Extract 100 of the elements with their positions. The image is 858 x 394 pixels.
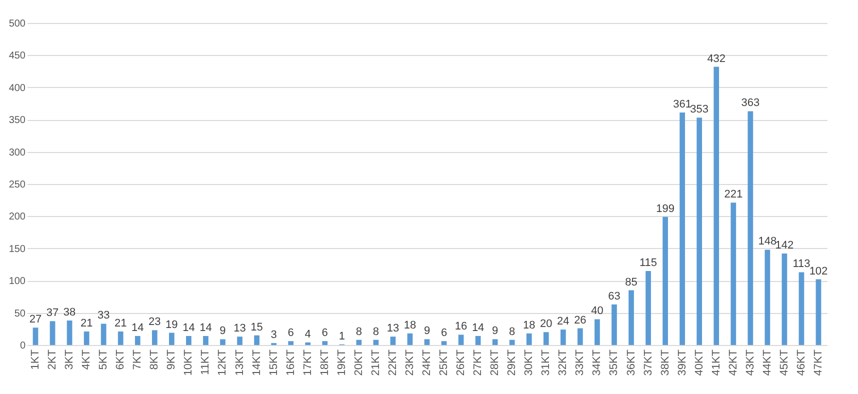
data-label: 353 (690, 104, 709, 116)
bar (696, 118, 702, 345)
x-tick-label: 18KT (318, 349, 331, 376)
data-label: 24 (557, 316, 570, 328)
bar (356, 340, 362, 345)
bar (578, 328, 583, 345)
x-tick-label: 9KT (166, 349, 178, 370)
x-tick-label: 24KT (421, 349, 433, 376)
x-tick-label: 15KT (268, 349, 280, 376)
data-label: 9 (492, 325, 498, 338)
x-tick-label: 22KT (386, 349, 399, 376)
bar (424, 339, 430, 345)
x-tick-label: 33KT (574, 349, 586, 376)
x-tick-label: 11KT (200, 349, 212, 375)
bar (50, 321, 56, 345)
x-tick-label: 6KT (114, 349, 127, 370)
x-tick-label: 42KT (727, 349, 740, 376)
y-tick-label: 500 (8, 18, 26, 30)
bar (134, 336, 140, 345)
y-tick-label: 0 (20, 340, 26, 352)
bar (798, 272, 804, 345)
data-label: 361 (673, 98, 692, 111)
y-tick-label: 400 (8, 82, 26, 94)
x-tick-label: 12KT (216, 349, 229, 376)
data-label: 18 (404, 319, 416, 332)
x-tick-label: 2KT (46, 349, 59, 370)
data-label: 13 (234, 322, 246, 335)
x-tick-label: 3KT (64, 349, 76, 370)
bar (100, 324, 106, 345)
data-label: 27 (29, 314, 42, 326)
data-label: 115 (640, 256, 658, 269)
data-label: 14 (200, 322, 212, 334)
x-tick-label: 41KT (710, 349, 722, 376)
data-label: 102 (809, 265, 828, 278)
bar (152, 330, 158, 345)
bar (169, 332, 174, 345)
data-label: 432 (707, 52, 726, 65)
bar (560, 330, 566, 345)
bar (782, 254, 788, 345)
bar (305, 342, 311, 345)
bar (748, 111, 754, 345)
data-label: 26 (574, 314, 586, 326)
y-tick-label: 50 (14, 308, 26, 320)
bar (118, 331, 124, 345)
x-tick-label: 19KT (336, 349, 348, 376)
bar (680, 112, 685, 345)
x-tick-label: 38KT (659, 349, 672, 376)
bar (475, 336, 481, 345)
bar (441, 341, 447, 345)
x-tick-label: 29KT (506, 349, 518, 376)
data-label: 20 (540, 318, 552, 330)
x-tick-label: 46KT (795, 349, 808, 376)
data-label: 113 (792, 258, 810, 270)
x-tick-label: 35KT (608, 349, 620, 376)
x-tick-label: 45KT (778, 349, 790, 376)
data-label: 148 (758, 236, 777, 248)
x-tick-label: 16KT (284, 349, 297, 376)
data-label: 9 (220, 325, 226, 338)
data-label: 221 (724, 188, 743, 201)
x-tick-label: 40KT (693, 349, 706, 376)
x-tick-label: 25KT (438, 349, 450, 376)
x-tick-label: 4KT (80, 349, 93, 370)
x-tick-label: 32KT (557, 349, 570, 376)
x-tick-label: 1KT (30, 349, 42, 370)
data-label: 23 (148, 316, 161, 328)
x-tick-label: 28KT (489, 349, 502, 376)
bar (662, 216, 668, 345)
bar (764, 250, 770, 345)
bar (816, 279, 822, 345)
x-tick-label: 5KT (98, 349, 110, 370)
data-label: 14 (472, 322, 484, 334)
x-tick-label: 17KT (302, 349, 314, 376)
bar (84, 331, 90, 345)
bar (32, 328, 38, 345)
x-tick-label: 13KT (234, 349, 246, 376)
bar (407, 333, 413, 345)
bar (594, 319, 600, 345)
data-label: 14 (132, 322, 144, 334)
y-tick-label: 250 (8, 180, 26, 190)
bar (458, 334, 464, 345)
x-tick-label: 47KT (812, 349, 824, 376)
data-label: 33 (97, 310, 110, 322)
data-label: 199 (656, 202, 674, 215)
bar (646, 270, 651, 345)
x-tick-label: 37KT (642, 349, 654, 376)
x-tick-label: 21KT (370, 349, 382, 376)
data-label: 8 (372, 326, 379, 338)
data-label: 6 (440, 327, 448, 340)
x-tick-label: 14KT (250, 349, 263, 376)
bar (322, 341, 328, 345)
bar (390, 336, 396, 345)
data-label: 3 (270, 329, 277, 342)
bar (543, 332, 549, 345)
x-tick-label: 23KT (404, 349, 416, 376)
data-label: 38 (63, 306, 76, 319)
x-tick-label: 44KT (761, 349, 774, 376)
x-tick-label: 43KT (744, 349, 756, 376)
x-tick-label: 20KT (352, 349, 365, 376)
data-label: 4 (304, 328, 311, 340)
data-label: 9 (424, 325, 430, 338)
